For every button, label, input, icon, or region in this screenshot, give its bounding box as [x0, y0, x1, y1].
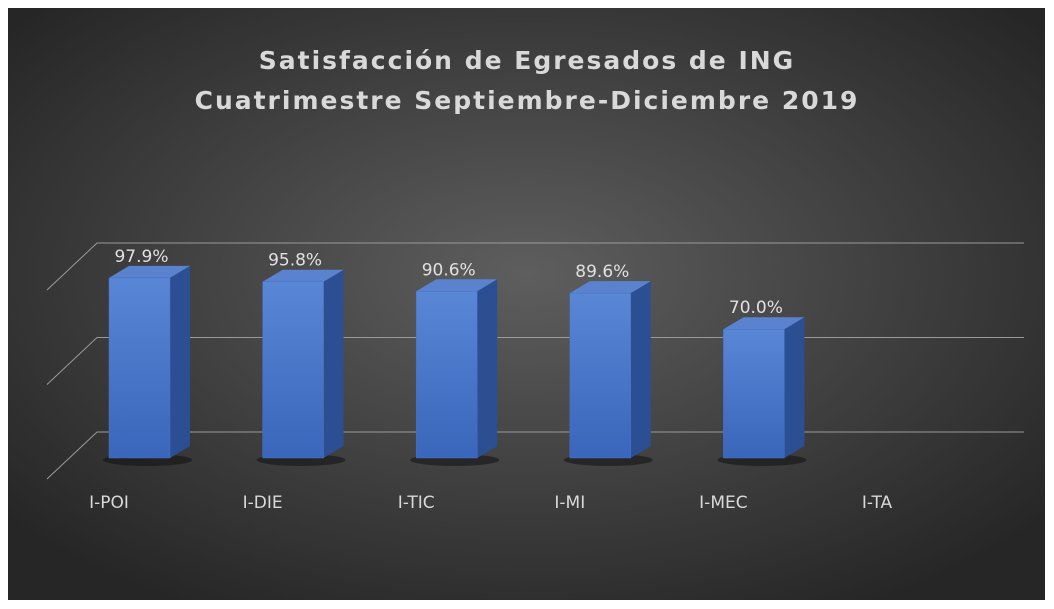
x-tick-label: I-TA [862, 493, 893, 513]
bar-side [323, 269, 344, 458]
bar-top [109, 265, 190, 278]
x-tick-label: I-MEC [699, 493, 747, 513]
x-tick-label: I-MI [554, 493, 585, 513]
bar-top [723, 317, 805, 330]
bar [108, 277, 171, 459]
chart-title: Satisfacción de Egresados de ING [259, 46, 795, 75]
data-label: 97.9% [114, 247, 168, 267]
x-tick-label: I-TIC [398, 493, 435, 513]
data-label: 70.0% [729, 298, 783, 318]
grid-line [46, 337, 1024, 385]
data-label: 95.8% [268, 251, 322, 271]
bar [262, 281, 324, 459]
bar-side [630, 281, 651, 458]
grid-line [46, 431, 1024, 480]
data-label: 90.6% [422, 260, 476, 280]
bar-top [262, 269, 344, 282]
bar-side [784, 317, 805, 458]
bar-side [170, 265, 190, 458]
bar [723, 328, 785, 459]
chart-subtitle: Cuatrimestre Septiembre-Diciembre 2019 [195, 86, 860, 115]
grid-line [46, 242, 1024, 291]
bar-side [477, 279, 498, 458]
x-tick-label: I-POI [89, 493, 129, 513]
bar-top [569, 281, 651, 294]
bar [569, 292, 632, 459]
bar-top [416, 279, 498, 292]
data-label: 89.6% [575, 262, 629, 282]
x-tick-label: I-DIE [243, 493, 283, 513]
bar [415, 291, 478, 459]
